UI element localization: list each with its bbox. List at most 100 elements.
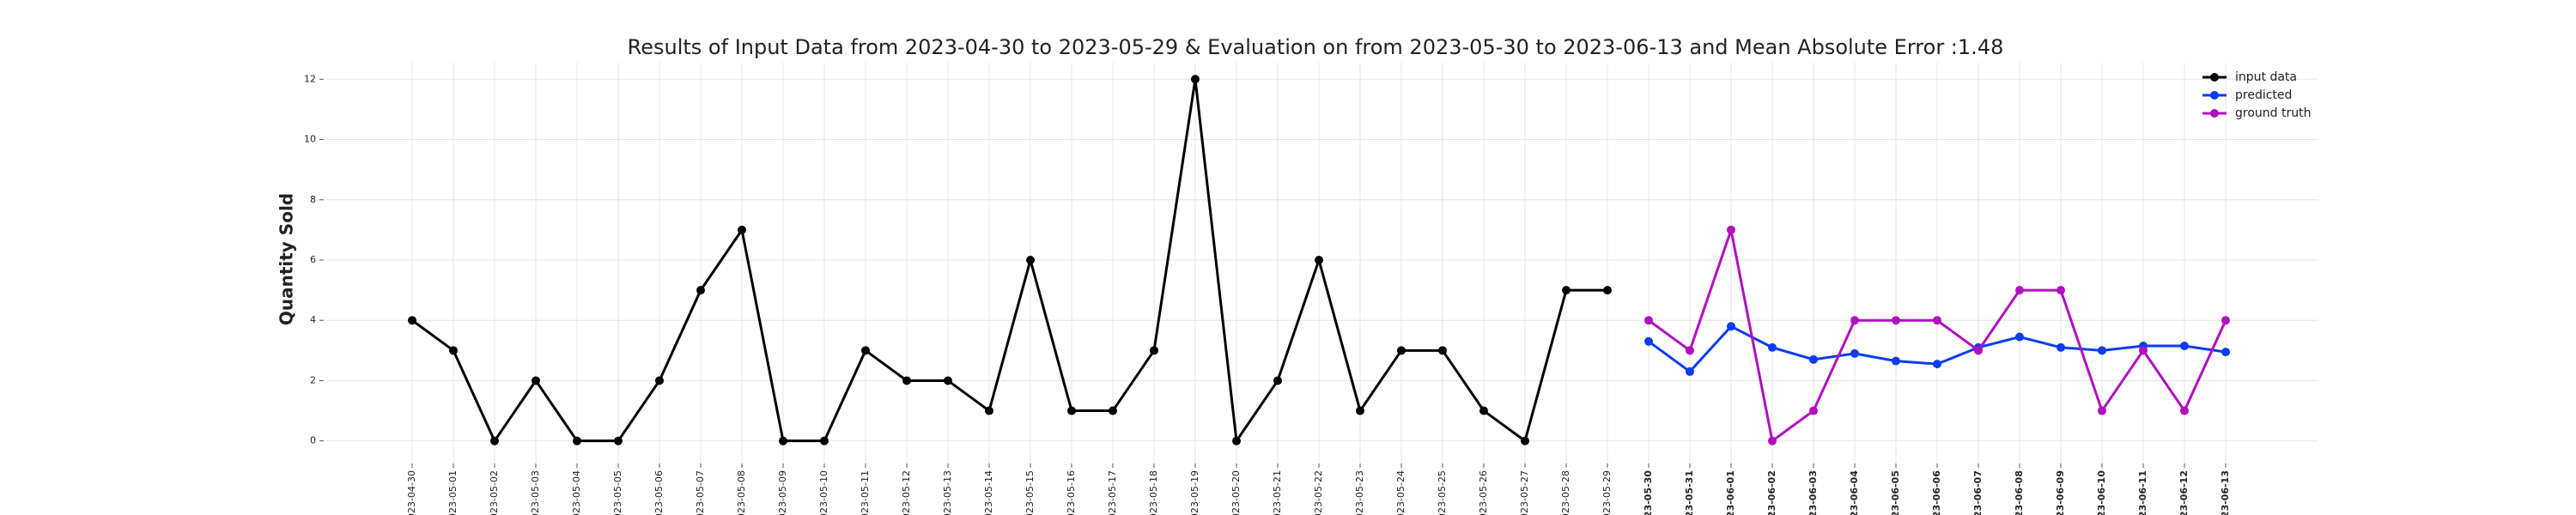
- y-tick-label: 12: [304, 73, 316, 84]
- point: [490, 436, 499, 445]
- x-tick-label: 2023-06-12: [2178, 470, 2190, 515]
- x-tick-label: 2023-05-19: [1189, 470, 1200, 515]
- point: [1686, 346, 1694, 355]
- point: [1109, 406, 1117, 415]
- legend-marker: [2210, 91, 2219, 100]
- x-tick-label: 2023-05-20: [1230, 470, 1242, 515]
- chart-title: Results of Input Data from 2023-04-30 to…: [628, 35, 2004, 59]
- x-tick-label: 2023-05-15: [1024, 470, 1036, 515]
- x-tick-label: 2023-05-17: [1107, 470, 1118, 515]
- point: [779, 436, 787, 445]
- x-tick-label: 2023-05-02: [489, 470, 500, 515]
- x-tick-label: 2023-05-23: [1354, 470, 1365, 515]
- x-tick-label: 2023-05-07: [695, 470, 706, 515]
- point: [2057, 286, 2065, 295]
- point: [1686, 367, 1694, 376]
- y-axis-label: Quantity Sold: [276, 193, 297, 325]
- legend-label: ground truth: [2235, 106, 2311, 120]
- x-tick-label: 2023-05-27: [1519, 470, 1530, 515]
- point: [2015, 286, 2024, 295]
- point: [1356, 406, 1364, 415]
- x-tick-label: 2023-06-03: [1807, 470, 1819, 515]
- x-tick-label: 2023-04-30: [406, 470, 417, 515]
- x-tick-label: 2023-06-02: [1766, 470, 1777, 515]
- legend-marker: [2210, 109, 2219, 118]
- point: [1933, 316, 1941, 325]
- point: [1892, 316, 1900, 325]
- x-tick-label: 2023-05-11: [860, 470, 871, 515]
- point: [2180, 406, 2189, 415]
- x-tick-label: 2023-05-24: [1395, 470, 1406, 515]
- point: [1809, 354, 1818, 364]
- point: [820, 436, 829, 445]
- y-tick-label: 8: [310, 194, 316, 205]
- point: [1232, 436, 1241, 445]
- x-tick-label: 2023-05-28: [1560, 470, 1571, 515]
- y-tick-label: 10: [304, 134, 316, 145]
- point: [1438, 346, 1447, 355]
- point: [1397, 346, 1406, 355]
- point: [2057, 342, 2065, 352]
- x-tick-label: 2023-06-06: [1931, 470, 1942, 515]
- x-tick-label: 2023-05-18: [1148, 470, 1159, 515]
- point: [2180, 342, 2189, 351]
- x-tick-label: 2023-05-26: [1478, 470, 1489, 515]
- point: [1273, 376, 1282, 385]
- point: [1809, 406, 1818, 415]
- point: [696, 286, 705, 295]
- point: [1067, 406, 1076, 415]
- y-tick-label: 4: [310, 314, 316, 325]
- point: [1850, 316, 1859, 325]
- point: [655, 376, 664, 385]
- x-tick-label: 2023-06-07: [1972, 470, 1984, 515]
- point: [2098, 406, 2106, 415]
- x-tick-label: 2023-05-08: [736, 470, 747, 515]
- x-tick-label: 2023-05-05: [612, 470, 623, 515]
- x-tick-label: 2023-05-31: [1684, 470, 1695, 515]
- x-tick-label: 2023-06-01: [1725, 470, 1736, 515]
- legend-label: predicted: [2235, 88, 2292, 102]
- point: [1315, 255, 1323, 264]
- point: [2098, 346, 2106, 355]
- series-line: [411, 79, 1607, 445]
- point: [902, 376, 911, 385]
- point: [2139, 346, 2148, 355]
- point: [1768, 436, 1777, 445]
- x-tick-label: 2023-05-09: [777, 470, 788, 515]
- x-tick-label: 2023-05-22: [1313, 470, 1324, 515]
- point: [861, 346, 870, 355]
- x-tick-label: 2023-05-03: [530, 470, 541, 515]
- point: [1892, 356, 1900, 366]
- x-tick-label: 2023-05-12: [901, 470, 912, 515]
- x-tick-label: 2023-05-01: [447, 470, 459, 515]
- point: [2221, 316, 2230, 325]
- point: [1521, 436, 1529, 445]
- x-tick-label: 2023-06-09: [2055, 470, 2066, 515]
- x-tick-label: 2023-05-21: [1272, 470, 1283, 515]
- point: [573, 436, 581, 445]
- point: [985, 406, 993, 415]
- x-tick-label: 2023-05-30: [1643, 470, 1654, 515]
- point: [1479, 406, 1488, 415]
- point: [1727, 322, 1735, 331]
- point: [1644, 336, 1653, 346]
- y-tick-label: 6: [310, 254, 316, 265]
- x-tick-label: 2023-05-16: [1066, 470, 1077, 515]
- x-tick-label: 2023-06-04: [1849, 470, 1860, 515]
- x-tick-label: 2023-05-13: [942, 470, 953, 515]
- y-tick-label: 2: [310, 374, 316, 385]
- x-tick-label: 2023-06-08: [2014, 470, 2025, 515]
- y-tick-label: 0: [310, 435, 316, 446]
- point: [1562, 286, 1571, 295]
- point: [738, 225, 746, 234]
- point: [1974, 346, 1983, 355]
- point: [1150, 346, 1158, 355]
- point: [614, 436, 623, 445]
- point: [2221, 348, 2230, 357]
- point: [2015, 332, 2024, 342]
- point: [944, 376, 952, 385]
- x-tick-label: 2023-06-05: [1890, 470, 1901, 515]
- x-tick-label: 2023-05-25: [1437, 470, 1448, 515]
